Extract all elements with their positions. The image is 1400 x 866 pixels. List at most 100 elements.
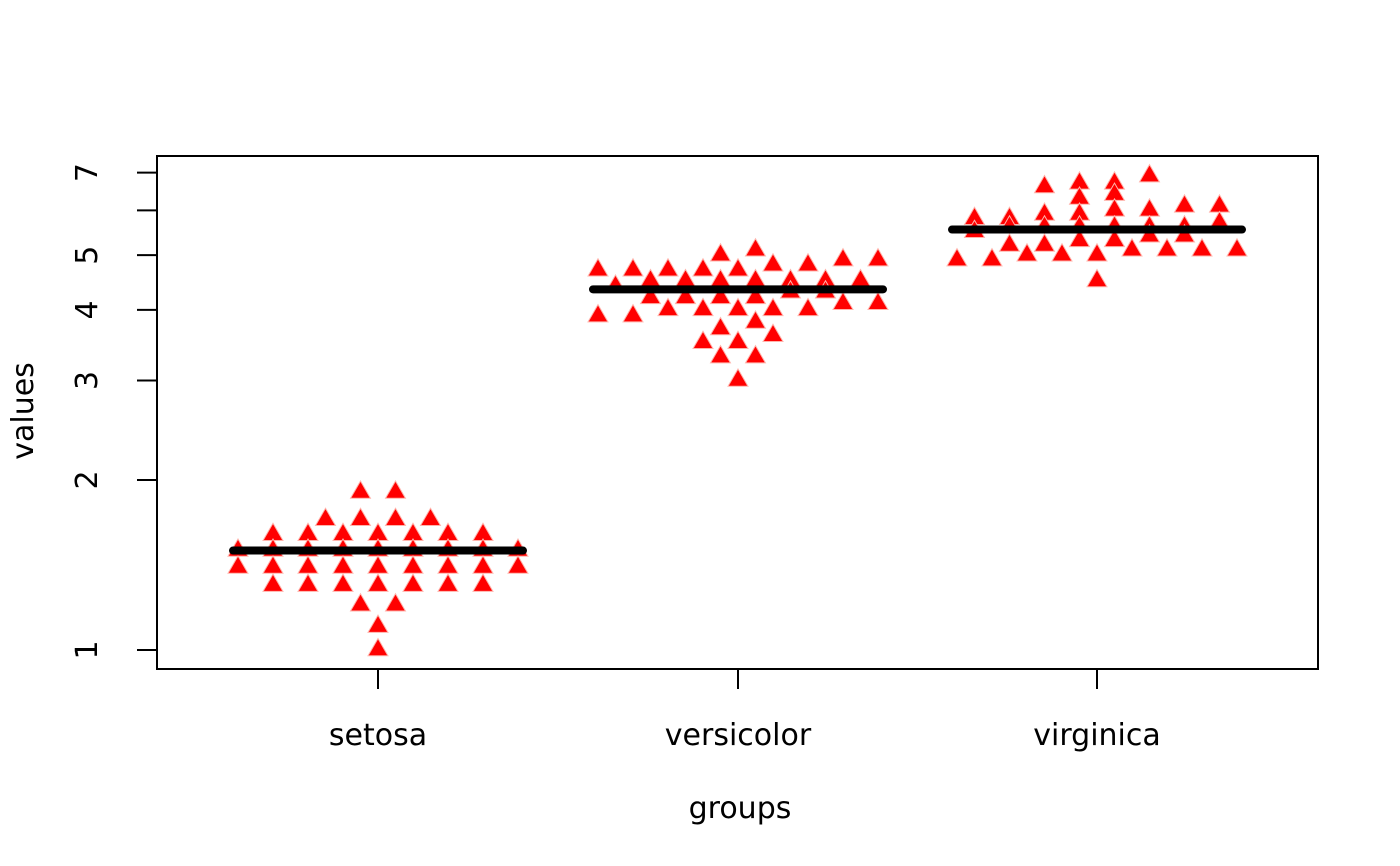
data-point-setosa bbox=[314, 507, 337, 527]
data-point-versicolor bbox=[657, 297, 679, 317]
data-point-versicolor bbox=[744, 237, 767, 257]
data-point-virginica bbox=[1051, 242, 1073, 262]
data-point-versicolor bbox=[849, 268, 872, 288]
data-point-virginica bbox=[1068, 228, 1091, 248]
x-axis: setosa versicolor virginica bbox=[329, 669, 1161, 753]
data-point-setosa bbox=[367, 573, 389, 592]
data-point-virginica bbox=[1086, 242, 1108, 262]
data-point-setosa bbox=[384, 592, 407, 612]
x-tick-label-virginica: virginica bbox=[1033, 718, 1161, 753]
data-point-virginica bbox=[1121, 237, 1143, 257]
data-point-versicolor bbox=[744, 268, 767, 288]
data-point-versicolor bbox=[692, 257, 714, 277]
data-point-setosa bbox=[472, 573, 494, 592]
data-point-versicolor bbox=[587, 257, 609, 277]
data-point-setosa bbox=[227, 555, 249, 574]
data-point-versicolor bbox=[709, 268, 732, 288]
data-point-setosa bbox=[402, 573, 424, 592]
data-point-setosa bbox=[297, 573, 319, 592]
data-point-versicolor bbox=[762, 297, 784, 317]
data-point-setosa bbox=[367, 614, 389, 633]
data-point-setosa bbox=[437, 555, 459, 574]
data-point-setosa bbox=[384, 480, 407, 499]
data-point-versicolor bbox=[727, 330, 749, 349]
data-point-setosa bbox=[437, 573, 459, 592]
data-point-setosa bbox=[472, 555, 494, 574]
data-point-versicolor bbox=[639, 268, 662, 288]
data-points bbox=[227, 163, 1248, 657]
y-tick-label: 2 bbox=[70, 470, 105, 489]
data-point-setosa bbox=[349, 592, 372, 612]
data-point-virginica bbox=[1173, 193, 1196, 213]
data-point-virginica bbox=[1138, 197, 1161, 217]
data-point-versicolor bbox=[639, 285, 662, 305]
data-point-versicolor bbox=[762, 252, 784, 272]
data-point-versicolor bbox=[622, 257, 644, 277]
y-tick-label: 7 bbox=[70, 163, 105, 182]
data-point-virginica bbox=[1033, 233, 1056, 252]
data-point-setosa bbox=[507, 555, 529, 574]
data-point-virginica bbox=[1208, 193, 1231, 213]
data-point-setosa bbox=[262, 555, 284, 574]
data-point-setosa bbox=[262, 573, 284, 592]
data-point-versicolor bbox=[762, 323, 784, 342]
data-point-versicolor bbox=[744, 285, 767, 305]
data-point-virginica bbox=[1103, 228, 1126, 248]
data-point-setosa bbox=[349, 507, 372, 527]
y-axis-title: values bbox=[6, 362, 41, 460]
data-point-versicolor bbox=[797, 252, 819, 272]
data-point-setosa bbox=[297, 555, 319, 574]
data-point-versicolor bbox=[727, 368, 749, 387]
y-tick-label: 4 bbox=[70, 300, 105, 319]
data-point-virginica bbox=[946, 247, 968, 267]
data-point-versicolor bbox=[709, 344, 732, 364]
data-point-versicolor bbox=[797, 297, 819, 317]
data-point-setosa bbox=[367, 555, 389, 574]
data-point-versicolor bbox=[867, 291, 889, 311]
data-point-virginica bbox=[1156, 237, 1178, 257]
data-point-setosa bbox=[419, 507, 442, 527]
data-point-virginica bbox=[981, 247, 1003, 267]
data-point-versicolor bbox=[692, 330, 714, 349]
x-axis-title: groups bbox=[689, 791, 792, 826]
data-point-setosa bbox=[402, 555, 424, 574]
data-point-versicolor bbox=[692, 297, 714, 317]
data-point-setosa bbox=[472, 522, 494, 541]
data-point-setosa bbox=[349, 480, 372, 499]
data-point-virginica bbox=[1103, 197, 1126, 217]
y-tick-label: 3 bbox=[70, 371, 105, 390]
data-point-virginica bbox=[1086, 268, 1108, 288]
data-point-virginica bbox=[1226, 237, 1248, 257]
data-point-versicolor bbox=[832, 291, 854, 311]
data-point-virginica bbox=[998, 233, 1021, 252]
data-point-versicolor bbox=[709, 242, 732, 262]
data-point-versicolor bbox=[622, 303, 644, 323]
x-tick-label-versicolor: versicolor bbox=[665, 718, 812, 753]
median-lines bbox=[229, 225, 1246, 555]
y-tick-label: 1 bbox=[70, 640, 105, 659]
data-point-versicolor bbox=[867, 247, 889, 267]
data-point-virginica bbox=[1016, 242, 1038, 262]
data-point-versicolor bbox=[709, 285, 732, 305]
data-point-virginica bbox=[1033, 174, 1056, 194]
data-point-versicolor bbox=[727, 297, 749, 317]
data-point-versicolor bbox=[727, 257, 749, 277]
data-point-versicolor bbox=[744, 344, 767, 364]
data-point-virginica bbox=[1138, 163, 1161, 183]
data-point-versicolor bbox=[674, 268, 697, 288]
y-tick-label: 5 bbox=[70, 246, 105, 265]
data-point-setosa bbox=[384, 507, 407, 527]
y-axis: 1 2 3 4 5 7 bbox=[70, 163, 157, 660]
data-point-versicolor bbox=[657, 257, 679, 277]
data-point-versicolor bbox=[709, 316, 732, 336]
data-point-versicolor bbox=[832, 247, 854, 267]
x-tick-label-setosa: setosa bbox=[329, 718, 427, 753]
data-point-versicolor bbox=[744, 310, 767, 329]
data-point-setosa bbox=[332, 573, 354, 592]
data-point-virginica bbox=[1191, 237, 1213, 257]
data-point-setosa bbox=[367, 637, 389, 657]
data-point-setosa bbox=[262, 522, 284, 541]
data-point-versicolor bbox=[674, 285, 697, 305]
